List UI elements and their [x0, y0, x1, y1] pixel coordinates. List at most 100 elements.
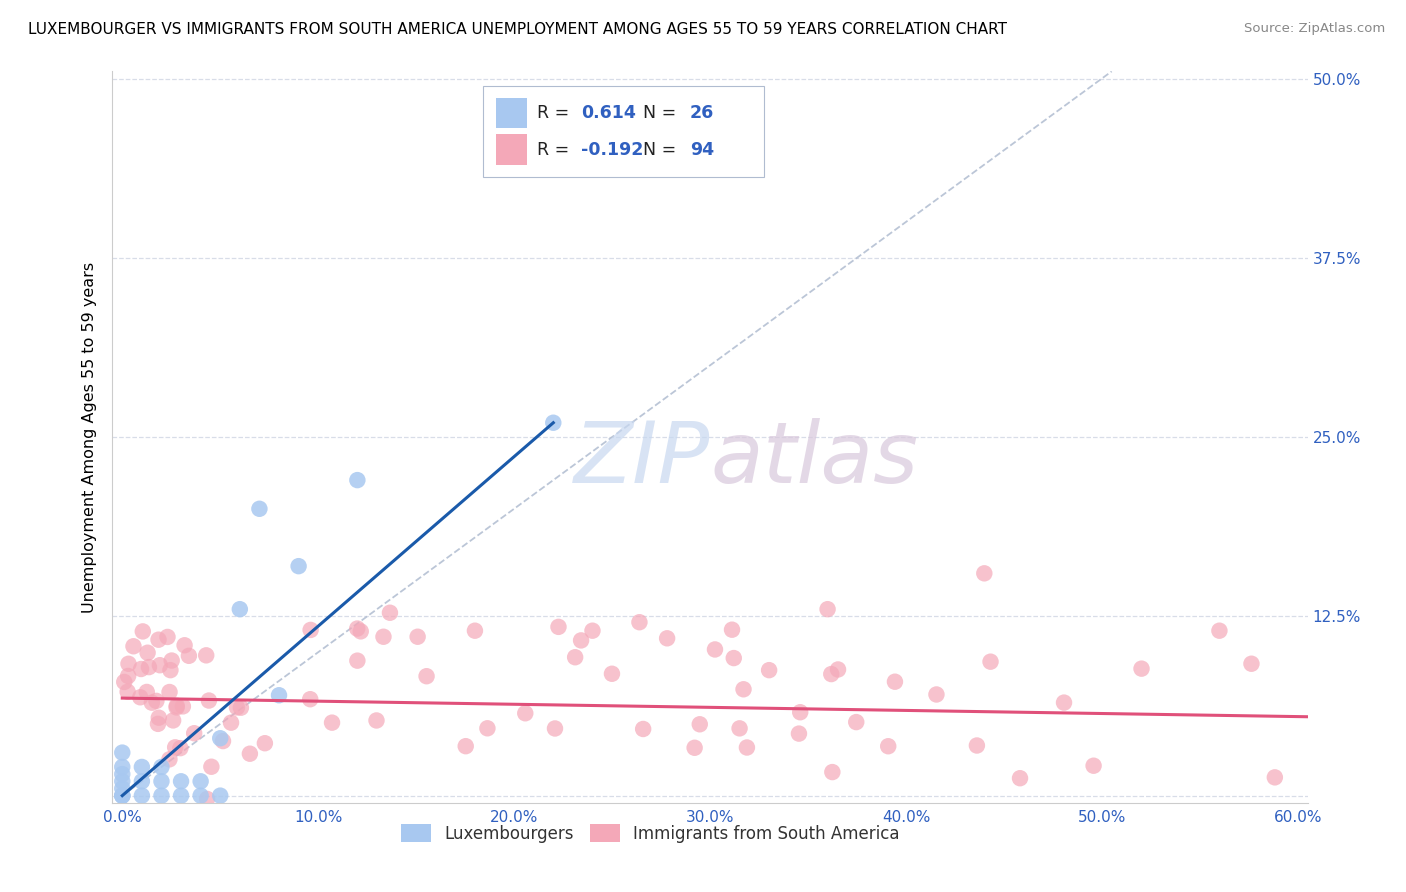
Point — [131, 789, 153, 803]
Point — [787, 726, 810, 740]
Point — [172, 699, 194, 714]
Point — [190, 774, 212, 789]
Point — [973, 566, 995, 581]
Point — [1083, 758, 1105, 772]
Point — [169, 741, 191, 756]
Point — [464, 624, 486, 638]
FancyBboxPatch shape — [496, 98, 527, 128]
Point — [162, 714, 184, 728]
Point — [159, 663, 181, 677]
Point — [415, 669, 437, 683]
Point — [366, 714, 388, 728]
Point — [122, 640, 145, 654]
Text: 26: 26 — [690, 104, 714, 122]
Point — [543, 416, 565, 430]
Point — [821, 765, 844, 780]
Point — [406, 630, 429, 644]
Point — [111, 746, 134, 760]
Point — [226, 700, 249, 714]
Point — [321, 715, 343, 730]
Point — [177, 648, 200, 663]
Point — [145, 694, 167, 708]
Point — [820, 667, 842, 681]
Point — [683, 740, 706, 755]
Point — [165, 740, 187, 755]
Point — [1264, 770, 1286, 784]
Point — [346, 473, 368, 487]
Point — [138, 660, 160, 674]
Point — [111, 789, 134, 803]
Text: atlas: atlas — [710, 417, 918, 500]
Point — [200, 760, 222, 774]
Point — [170, 774, 193, 789]
Point — [136, 646, 159, 660]
Point — [111, 789, 134, 803]
Point — [190, 789, 212, 803]
Point — [209, 731, 232, 746]
Point — [212, 734, 235, 748]
Point — [159, 685, 181, 699]
Text: N =: N = — [633, 104, 682, 122]
Point — [198, 693, 221, 707]
Point — [229, 602, 252, 616]
Point — [287, 559, 309, 574]
Text: Source: ZipAtlas.com: Source: ZipAtlas.com — [1244, 22, 1385, 36]
Point — [195, 648, 218, 663]
Point — [564, 650, 586, 665]
Point — [346, 654, 368, 668]
Point — [378, 606, 401, 620]
Point — [166, 700, 188, 714]
Point — [758, 663, 780, 677]
Point — [350, 624, 373, 639]
Point — [160, 654, 183, 668]
Point — [156, 630, 179, 644]
Point — [966, 739, 988, 753]
Point — [789, 705, 811, 719]
Point — [721, 623, 744, 637]
Point — [373, 630, 395, 644]
Point — [209, 789, 232, 803]
Point — [1008, 771, 1031, 785]
Text: ZIP: ZIP — [574, 417, 710, 500]
Point — [111, 760, 134, 774]
Point — [689, 717, 711, 731]
Point — [131, 760, 153, 774]
Point — [150, 774, 173, 789]
Point — [132, 624, 155, 639]
Point — [827, 663, 849, 677]
Point — [346, 622, 368, 636]
Point — [173, 638, 195, 652]
Point — [544, 722, 567, 736]
Point — [149, 658, 172, 673]
Point — [704, 642, 727, 657]
Point — [600, 666, 623, 681]
Point — [267, 688, 290, 702]
Point — [728, 722, 751, 736]
Point — [141, 696, 163, 710]
Point — [249, 501, 271, 516]
Point — [655, 632, 678, 646]
Point — [1240, 657, 1263, 671]
Point — [733, 682, 755, 697]
Text: LUXEMBOURGER VS IMMIGRANTS FROM SOUTH AMERICA UNEMPLOYMENT AMONG AGES 55 TO 59 Y: LUXEMBOURGER VS IMMIGRANTS FROM SOUTH AM… — [28, 22, 1007, 37]
Point — [547, 620, 569, 634]
Point — [170, 789, 193, 803]
Point — [219, 715, 242, 730]
Point — [111, 767, 134, 781]
Point — [884, 674, 907, 689]
Point — [454, 739, 477, 754]
Legend: Luxembourgers, Immigrants from South America: Luxembourgers, Immigrants from South Ame… — [394, 818, 907, 849]
Text: R =: R = — [537, 104, 575, 122]
Point — [817, 602, 839, 616]
Text: R =: R = — [537, 141, 575, 159]
Point — [631, 722, 654, 736]
Text: 0.614: 0.614 — [581, 104, 636, 122]
Point — [166, 698, 188, 713]
FancyBboxPatch shape — [496, 135, 527, 165]
Point — [150, 760, 173, 774]
Y-axis label: Unemployment Among Ages 55 to 59 years: Unemployment Among Ages 55 to 59 years — [82, 261, 97, 613]
Point — [980, 655, 1002, 669]
Point — [112, 675, 135, 690]
Point — [515, 706, 537, 721]
Point — [195, 792, 218, 806]
